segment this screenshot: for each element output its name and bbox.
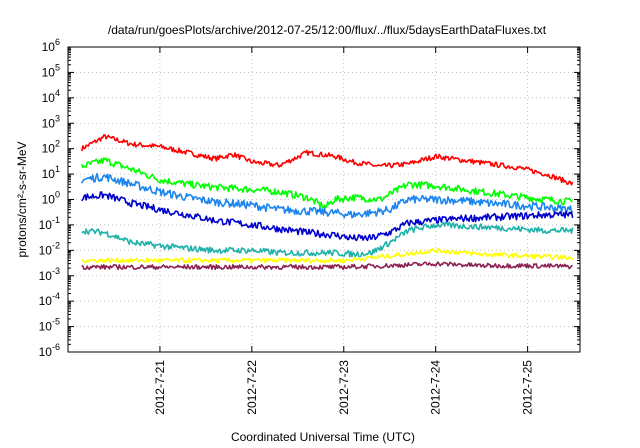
y-tick-label: 10-1 <box>39 215 60 232</box>
chart-title: /data/run/goesPlots/archive/2012-07-25/1… <box>108 23 547 37</box>
y-tick-label: 10-4 <box>39 291 60 308</box>
x-tick-label: 2012-7-24 <box>429 360 443 415</box>
y-tick-label: 106 <box>42 37 60 54</box>
x-tick-label: 2012-7-23 <box>337 360 351 415</box>
series-line-7 <box>81 261 574 271</box>
series-line-2 <box>81 157 573 209</box>
y-tick-label: 104 <box>42 88 60 105</box>
x-axis-label: Coordinated Universal Time (UTC) <box>231 430 415 444</box>
grid <box>68 47 580 352</box>
y-tick-label: 105 <box>42 62 60 79</box>
series-line-3 <box>81 172 574 219</box>
series-line-5 <box>81 221 574 258</box>
y-tick-label: 101 <box>42 164 60 181</box>
x-tick-label: 2012-7-25 <box>521 360 535 415</box>
x-tick-label: 2012-7-21 <box>153 360 167 415</box>
x-tick-label: 2012-7-22 <box>245 360 259 415</box>
y-tick-label: 102 <box>42 139 60 156</box>
y-tick-label: 10-6 <box>39 342 60 359</box>
x-axis: 2012-7-21 2012-7-22 2012-7-23 2012-7-24 2012… <box>153 47 535 415</box>
series-line-6 <box>81 247 574 264</box>
y-axis-label: protons/cm²-s-sr-MeV <box>15 141 29 257</box>
series-line-4 <box>81 191 574 242</box>
series-layer <box>81 134 574 271</box>
series-line-1 <box>81 134 574 186</box>
y-tick-label: 103 <box>42 113 60 130</box>
y-tick-label: 10-3 <box>39 266 60 283</box>
y-tick-label: 100 <box>42 190 60 207</box>
y-tick-label: 10-2 <box>39 240 60 257</box>
y-axis: 10-6 10-5 10-4 10-3 10-2 10-1 100 101 102 103 104 1… <box>39 37 580 359</box>
y-tick-label: 10-5 <box>39 317 60 334</box>
